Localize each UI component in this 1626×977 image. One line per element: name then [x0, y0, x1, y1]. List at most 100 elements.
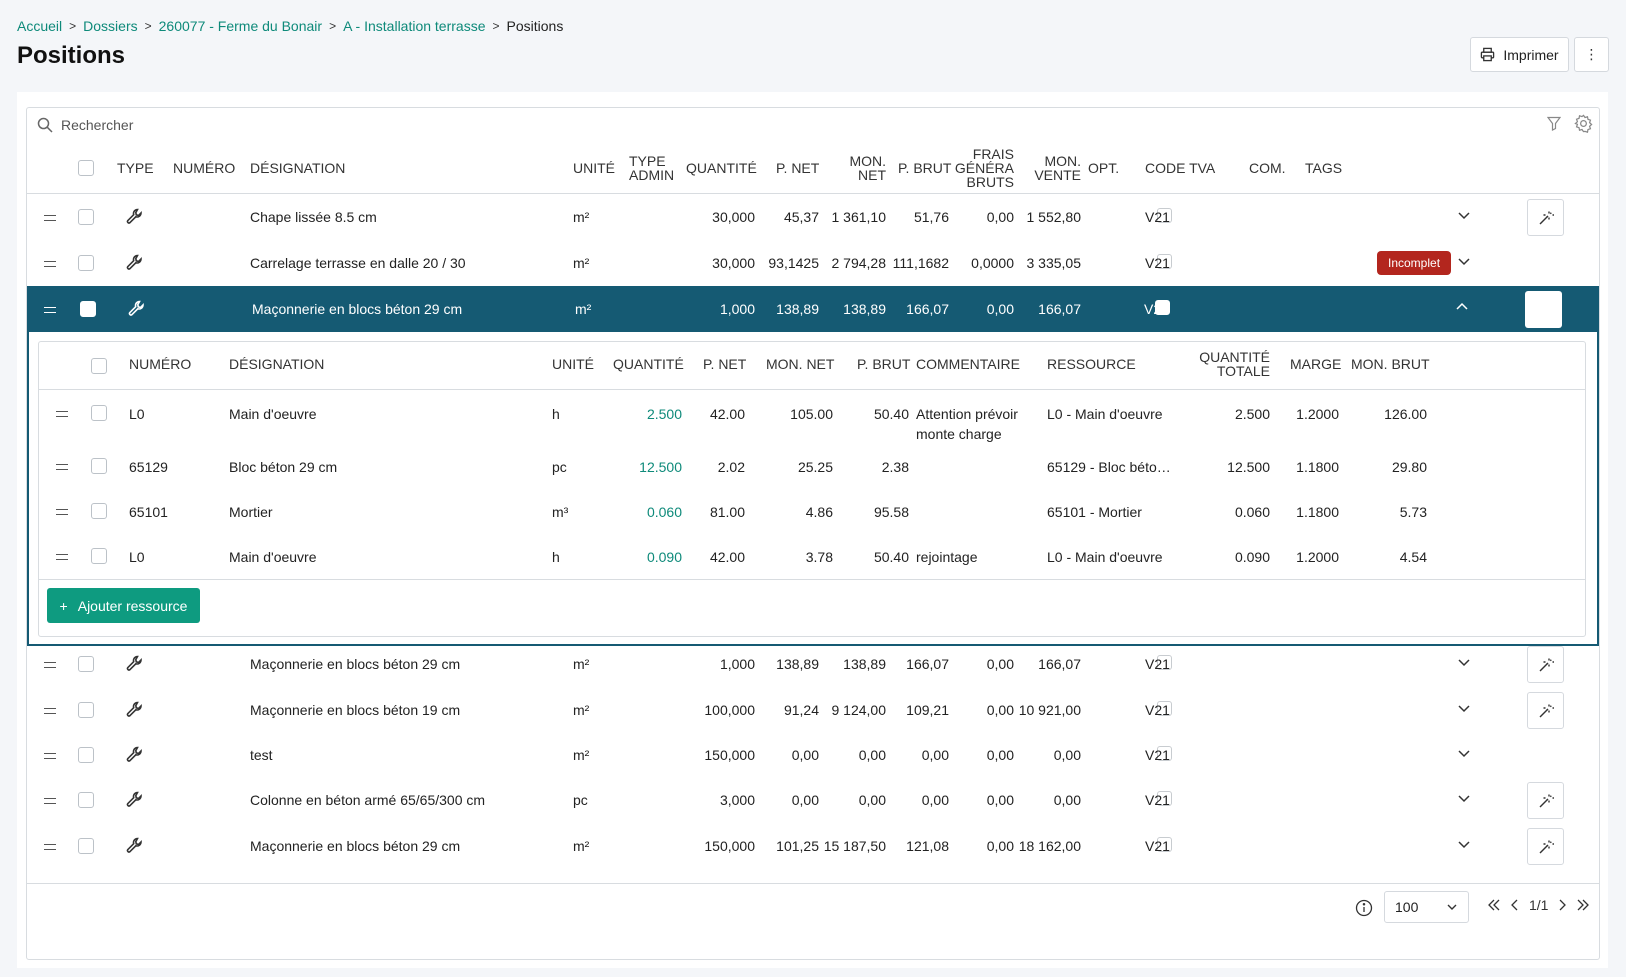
table-row[interactable]: Maçonnerie en blocs béton 19 cm m² 100,0… — [27, 687, 1599, 734]
col-type-admin[interactable]: TYPE ADMIN — [629, 154, 674, 182]
subcol-p-net[interactable]: P. NET — [703, 356, 747, 372]
gear-icon[interactable] — [1574, 114, 1593, 133]
row-opt-checkbox[interactable] — [1157, 746, 1172, 761]
table-row[interactable]: Colonne en béton armé 65/65/300 cm pc 3,… — [27, 777, 1599, 824]
col-type[interactable]: TYPE — [117, 160, 154, 176]
breadcrumb-accueil[interactable]: Accueil — [17, 18, 63, 34]
subcol-commentaire[interactable]: COMMENTAIRE — [916, 356, 1020, 372]
col-tags[interactable]: TAGS — [1305, 160, 1343, 176]
chevron-down-icon[interactable] — [1457, 791, 1471, 805]
row-action-button[interactable] — [1525, 291, 1562, 328]
resource-ressource[interactable]: L0 - Main d'oeuvre — [1047, 406, 1163, 422]
row-checkbox[interactable] — [78, 209, 94, 225]
chevron-down-icon[interactable] — [1457, 837, 1471, 851]
resource-row[interactable]: L0 Main d'oeuvre h 0.090 42.00 3.78 50.4… — [39, 533, 1585, 580]
drag-handle-icon[interactable] — [44, 261, 56, 267]
resource-checkbox[interactable] — [91, 405, 107, 421]
resource-quantite[interactable]: 2.500 — [646, 406, 682, 422]
table-row[interactable]: Carrelage terrasse en dalle 20 / 30 m² 3… — [27, 240, 1599, 287]
chevron-down-icon[interactable] — [1457, 254, 1471, 268]
drag-handle-icon[interactable] — [44, 215, 56, 221]
resource-commentaire[interactable]: Attention prévoir monte charge — [916, 404, 1018, 444]
row-designation[interactable]: Maçonnerie en blocs béton 29 cm — [250, 656, 461, 672]
subcol-unite[interactable]: UNITÉ — [552, 356, 594, 372]
filter-icon[interactable] — [1547, 116, 1561, 131]
chevron-down-icon[interactable] — [1457, 208, 1471, 222]
col-numero[interactable]: NUMÉRO — [173, 160, 236, 176]
chevron-up-icon[interactable] — [1455, 300, 1469, 314]
drag-handle-icon[interactable] — [44, 844, 56, 850]
last-page-icon[interactable] — [1576, 899, 1590, 911]
col-quantite[interactable]: QUANTITÉ — [686, 160, 757, 176]
resource-ressource[interactable]: L0 - Main d'oeuvre — [1047, 549, 1163, 565]
row-quantite[interactable]: 30,000 — [712, 209, 755, 225]
breadcrumb-dossiers[interactable]: Dossiers — [83, 18, 138, 34]
resource-checkbox[interactable] — [91, 503, 107, 519]
resource-designation[interactable]: Mortier — [229, 504, 273, 520]
table-row[interactable]: test m² 150,000 0,00 0,00 0,00 0,00 0,00… — [27, 732, 1599, 779]
subcol-mon-net[interactable]: MON. NET — [766, 356, 835, 372]
col-mon-vente[interactable]: MON. VENTE — [1032, 154, 1081, 182]
subcol-ressource[interactable]: RESSOURCE — [1047, 356, 1136, 372]
magic-wand-button[interactable] — [1527, 782, 1564, 819]
row-quantite[interactable]: 150,000 — [704, 838, 755, 854]
col-p-net[interactable]: P. NET — [776, 160, 820, 176]
row-designation[interactable]: Carrelage terrasse en dalle 20 / 30 — [250, 255, 466, 271]
magic-wand-button[interactable] — [1527, 646, 1564, 683]
row-designation[interactable]: Maçonnerie en blocs béton 29 cm — [250, 838, 461, 854]
print-button[interactable]: Imprimer — [1470, 37, 1569, 72]
table-row[interactable]: Maçonnerie en blocs béton 29 cm m² 1,000… — [27, 641, 1599, 688]
resource-checkbox[interactable] — [91, 548, 107, 564]
subcol-mon-brut[interactable]: MON. BRUT — [1351, 356, 1430, 372]
resource-checkbox[interactable] — [91, 458, 107, 474]
drag-handle-icon[interactable] — [56, 464, 68, 470]
col-com[interactable]: COM. — [1249, 160, 1286, 176]
drag-handle-icon[interactable] — [56, 509, 68, 515]
chevron-down-icon[interactable] — [1457, 655, 1471, 669]
drag-handle-icon[interactable] — [44, 798, 56, 804]
row-designation[interactable]: Maçonnerie en blocs béton 19 cm — [250, 702, 461, 718]
resource-ressource[interactable]: 65129 - Bloc béto… — [1047, 459, 1171, 475]
row-designation[interactable]: Colonne en béton armé 65/65/300 cm — [250, 792, 486, 808]
row-checkbox[interactable] — [78, 747, 94, 763]
col-unite[interactable]: UNITÉ — [573, 160, 615, 176]
row-quantite[interactable]: 30,000 — [712, 255, 755, 271]
drag-handle-icon[interactable] — [56, 411, 68, 417]
table-row-selected[interactable]: Maçonnerie en blocs béton 29 cm m² 1,000… — [27, 286, 1599, 333]
table-row[interactable]: Maçonnerie en blocs béton 29 cm m² 150,0… — [27, 823, 1599, 870]
row-quantite[interactable]: 1,000 — [719, 656, 755, 672]
subcol-marge[interactable]: MARGE — [1290, 356, 1342, 372]
magic-wand-button[interactable] — [1527, 828, 1564, 865]
resource-row[interactable]: 65101 Mortier m³ 0.060 81.00 4.86 95.58 … — [39, 488, 1585, 535]
row-quantite[interactable]: 150,000 — [704, 747, 755, 763]
chevron-down-icon[interactable] — [1457, 746, 1471, 760]
row-opt-checkbox[interactable] — [1157, 837, 1172, 852]
drag-handle-icon[interactable] — [44, 708, 56, 714]
resource-commentaire[interactable]: rejointage — [916, 549, 978, 565]
tag-badge[interactable]: Incomplet — [1377, 251, 1452, 275]
drag-handle-icon[interactable] — [44, 307, 56, 313]
row-opt-checkbox[interactable] — [1157, 655, 1172, 670]
col-opt[interactable]: OPT. — [1088, 160, 1120, 176]
select-all-checkbox[interactable] — [78, 160, 94, 176]
row-opt-checkbox[interactable] — [1157, 701, 1172, 716]
resource-quantite[interactable]: 0.090 — [646, 549, 682, 565]
magic-wand-button[interactable] — [1527, 692, 1564, 729]
row-opt-checkbox[interactable] — [1157, 791, 1172, 806]
resource-designation[interactable]: Main d'oeuvre — [229, 406, 317, 422]
resource-quantite[interactable]: 0.060 — [646, 504, 682, 520]
row-checkbox[interactable] — [78, 838, 94, 854]
resource-designation[interactable]: Bloc béton 29 cm — [229, 459, 338, 475]
row-quantite[interactable]: 3,000 — [719, 792, 755, 808]
next-page-icon[interactable] — [1558, 899, 1567, 911]
table-row[interactable]: Chape lissée 8.5 cm m² 30,000 45,37 1 36… — [27, 194, 1599, 241]
row-checkbox[interactable] — [78, 702, 94, 718]
page-size-select[interactable]: 100 — [1384, 891, 1469, 923]
info-icon[interactable] — [1355, 899, 1373, 917]
row-opt-checkbox[interactable] — [1157, 254, 1172, 269]
breadcrumb-dossier[interactable]: 260077 - Ferme du Bonair — [158, 18, 323, 34]
first-page-icon[interactable] — [1487, 899, 1501, 911]
row-opt-checkbox[interactable] — [1155, 300, 1170, 315]
search-input[interactable]: Rechercher — [61, 116, 134, 133]
row-checkbox[interactable] — [78, 792, 94, 808]
